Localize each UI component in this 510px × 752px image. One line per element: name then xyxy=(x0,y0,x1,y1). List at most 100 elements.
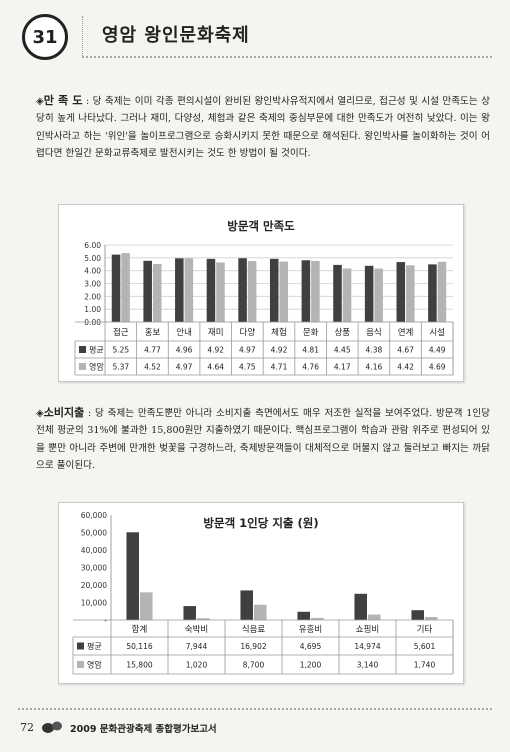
x-category-label: 상품 xyxy=(334,327,350,338)
spending-chart: 방문객 1인당 지출 (원) - 10,000 20,000 30,000 40,000… xyxy=(58,502,464,684)
legend-swatch-평균 xyxy=(77,642,84,650)
header-dotted-rule xyxy=(82,56,492,58)
x-category-label: 식음료 xyxy=(242,625,266,635)
bar-영암-합계 xyxy=(140,592,153,620)
data-label: 5.37 xyxy=(112,363,129,372)
spending-colon: : xyxy=(84,408,92,419)
bar-평균-시설 xyxy=(428,264,437,322)
satisfaction-paragraph: ◈만 족 도 : 당 축제는 이미 각종 편의시설이 완비된 왕인박사유적지에서… xyxy=(36,92,490,163)
x-category-label: 쇼핑비 xyxy=(356,624,379,635)
footprint-logo-icon xyxy=(42,721,62,733)
diamond-bullet-icon: ◈ xyxy=(36,96,44,107)
y-tick-label: - xyxy=(104,616,107,625)
x-category-label: 합계 xyxy=(132,624,148,635)
bar-평균-쇼핑비 xyxy=(354,593,367,620)
legend-label-평균: 평균 xyxy=(87,641,102,651)
bar-평균-안내 xyxy=(175,258,184,322)
data-label: 4.92 xyxy=(207,346,224,355)
bar-평균-재미 xyxy=(206,258,216,322)
data-label: 4.17 xyxy=(334,363,351,372)
bar-영암-숙박비 xyxy=(197,618,210,620)
bar-평균-홍보 xyxy=(143,260,152,322)
diamond-bullet-icon: ◈ xyxy=(36,408,44,419)
y-tick-label: 1.00 xyxy=(84,305,101,314)
spending-paragraph: ◈소비지출 : 당 축제는 만족도뿐만 아니라 소비지출 측면에서도 매우 저조… xyxy=(36,404,490,475)
data-label: 4.97 xyxy=(239,346,256,355)
data-label: 7,944 xyxy=(186,642,208,651)
x-category-label: 숙박비 xyxy=(185,624,208,635)
y-tick-label: 5.00 xyxy=(84,254,101,263)
data-label: 4.64 xyxy=(207,363,224,372)
spending-term: 소비지출 xyxy=(43,406,85,419)
bar-평균-연계 xyxy=(396,262,406,322)
x-category-label: 체험 xyxy=(271,327,287,338)
bar-영암-안내 xyxy=(184,258,194,322)
data-label: 4.97 xyxy=(176,363,193,372)
x-category-label: 다양 xyxy=(240,327,256,338)
x-category-label: 문화 xyxy=(303,328,319,338)
data-label: 4.45 xyxy=(334,346,351,355)
bar-영암-식음료 xyxy=(254,604,267,620)
satisfaction-text: 당 축제는 이미 각종 편의시설이 완비된 왕인박사유적지에서 열리므로, 접근… xyxy=(36,96,490,160)
data-label: 4.75 xyxy=(239,363,256,372)
data-label: 4,695 xyxy=(300,642,322,651)
chart-title: 방문객 만족도 xyxy=(227,219,295,233)
data-label: 4.71 xyxy=(271,363,288,372)
y-tick-label: 10,000 xyxy=(81,599,107,608)
legend-label-영암: 영암 xyxy=(89,362,104,372)
page-title: 영암 왕인문화축제 xyxy=(102,25,250,46)
bar-평균-유흥비 xyxy=(297,611,310,620)
y-tick-label: 2.00 xyxy=(84,292,101,301)
data-label: 4.96 xyxy=(176,346,193,355)
chapter-number-badge: 31 xyxy=(22,14,68,60)
x-category-label: 유흥비 xyxy=(299,624,322,635)
y-tick-label: 4.00 xyxy=(84,267,101,276)
data-label: 4.77 xyxy=(144,346,161,355)
data-label: 4.69 xyxy=(429,363,446,372)
bar-영암-기타 xyxy=(425,616,438,620)
y-tick-label: 60,000 xyxy=(81,511,107,520)
x-category-label: 접근 xyxy=(113,327,129,338)
page-number: 72 xyxy=(20,721,34,734)
bar-평균-문화 xyxy=(301,260,311,322)
bar-영암-재미 xyxy=(216,262,225,322)
spending-chart-svg: - 10,000 20,000 30,000 40,000 50,000 60,000 합계 숙… xyxy=(72,511,454,675)
bar-영암-시설 xyxy=(437,261,447,322)
y-tick-label: 50,000 xyxy=(81,529,107,538)
x-category-label: 홍보 xyxy=(145,327,161,338)
bar-영암-음식 xyxy=(374,268,383,322)
bar-영암-유흥비 xyxy=(311,617,324,620)
bar-영암-연계 xyxy=(406,265,415,322)
satisfaction-colon: : xyxy=(82,96,90,107)
y-tick-label: 3.00 xyxy=(84,280,101,289)
page-footer: 72 2009 문화관광축제 종합평가보고서 xyxy=(0,708,510,748)
bar-영암-쇼핑비 xyxy=(368,614,381,620)
bar-평균-식음료 xyxy=(240,590,253,620)
satisfaction-chart-svg: 0.00 1.00 2.00 3.00 4.00 5.00 6.00 접근 홍보 안내 재미 다양 체험… xyxy=(74,241,454,376)
data-label: 3,140 xyxy=(357,661,379,670)
bar-영암-홍보 xyxy=(152,263,162,322)
data-label: 50,116 xyxy=(126,642,152,651)
legend-label-평균: 평균 xyxy=(89,345,104,355)
data-label: 4.81 xyxy=(302,346,319,355)
legend-swatch-평균 xyxy=(79,346,86,353)
bar-영암-상품 xyxy=(342,268,352,322)
data-label: 4.52 xyxy=(144,363,161,372)
bar-평균-접근 xyxy=(111,254,121,322)
bar-평균-기타 xyxy=(411,610,424,620)
data-label: 5,601 xyxy=(414,642,436,651)
y-tick-label: 0.00 xyxy=(84,318,101,327)
x-category-label: 음식 xyxy=(366,328,382,338)
data-label: 15,800 xyxy=(126,661,152,670)
y-tick-label: 20,000 xyxy=(81,581,107,590)
data-label: 14,974 xyxy=(354,642,380,651)
bar-영암-체험 xyxy=(279,261,289,322)
bar-평균-합계 xyxy=(126,532,139,620)
bar-평균-숙박비 xyxy=(183,606,196,620)
footer-dotted-rule xyxy=(18,708,492,710)
data-label: 5.25 xyxy=(112,346,129,355)
data-label: 4.67 xyxy=(397,346,414,355)
header-divider xyxy=(82,16,83,56)
data-label: 4.38 xyxy=(366,346,383,355)
x-category-label: 재미 xyxy=(208,328,224,338)
